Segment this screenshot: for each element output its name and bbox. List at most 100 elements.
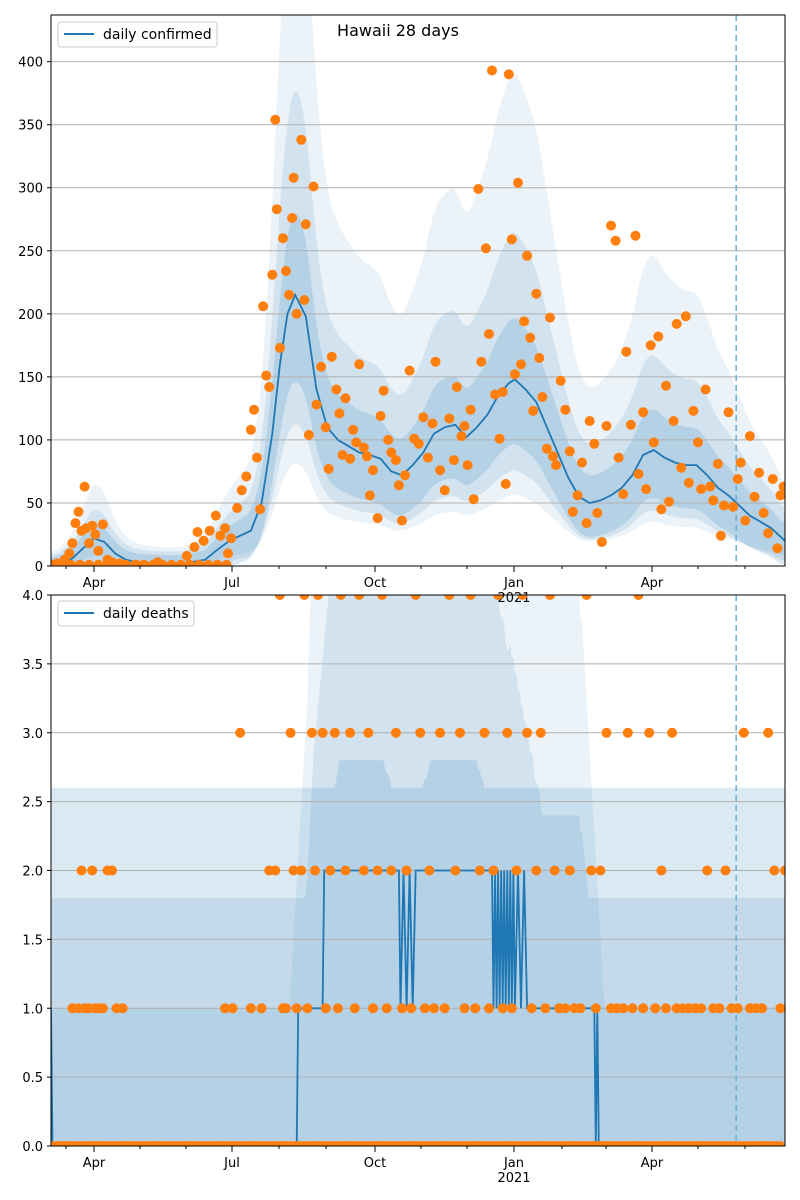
confirmed-observed-point xyxy=(719,500,729,511)
confirmed-observed-point xyxy=(236,485,247,496)
confirmed-observed-point xyxy=(393,480,404,491)
deaths-observed-point xyxy=(470,1003,481,1014)
deaths-observed-point xyxy=(661,1003,671,1014)
confirmed-observed-point xyxy=(148,559,159,566)
deaths-observed-point xyxy=(291,1003,302,1014)
confirmed-observed-point xyxy=(270,114,281,125)
confirmed-observed-point xyxy=(708,495,719,506)
deaths-observed-point xyxy=(549,865,560,876)
deaths-observed-point xyxy=(644,727,655,738)
deaths-observed-point xyxy=(522,727,533,738)
deaths-observed-point xyxy=(590,1003,601,1014)
deaths-observed-point xyxy=(299,595,310,600)
confirmed-observed-point xyxy=(772,543,783,554)
deaths-observed-point xyxy=(235,727,246,738)
confirmed-observed-point xyxy=(676,462,687,473)
deaths-observed-point xyxy=(317,727,328,738)
confirmed-observed-point xyxy=(139,559,150,566)
deaths-observed-point xyxy=(517,595,528,600)
confirmed-y-tick-label: 0 xyxy=(35,560,43,575)
deaths-observed-point xyxy=(270,865,281,876)
deaths-observed-point xyxy=(435,727,446,738)
deaths-x-tick-label: Oct xyxy=(364,1156,386,1171)
deaths-observed-point xyxy=(757,1003,768,1014)
confirmed-observed-point xyxy=(194,559,204,566)
confirmed-observed-point xyxy=(386,447,397,458)
confirmed-observed-point xyxy=(534,353,545,363)
confirmed-x-tick-label: Oct xyxy=(364,576,386,591)
confirmed-x-tick-label: Jul xyxy=(223,576,240,591)
confirmed-observed-point xyxy=(465,404,476,415)
confirmed-observed-point xyxy=(592,508,603,518)
deaths-observed-point xyxy=(732,1003,743,1014)
confirmed-observed-point xyxy=(723,407,734,418)
deaths-observed-point xyxy=(288,865,299,876)
confirmed-observed-point xyxy=(427,418,438,429)
confirmed-observed-point xyxy=(75,559,85,566)
deaths-observed-point xyxy=(87,865,98,876)
confirmed-observed-point xyxy=(284,289,295,300)
confirmed-observed-point xyxy=(84,538,95,549)
confirmed-observed-point xyxy=(509,369,520,380)
confirmed-observed-point xyxy=(255,504,266,515)
confirmed-observed-point xyxy=(274,342,285,353)
confirmed-observed-point xyxy=(221,559,232,566)
confirmed-observed-point xyxy=(354,359,365,370)
confirmed-observed-point xyxy=(560,404,571,415)
confirmed-observed-point xyxy=(577,457,587,468)
confirmed-observed-point xyxy=(435,465,446,476)
confirmed-observed-point xyxy=(513,177,523,188)
deaths-y-tick-label: 2.0 xyxy=(22,865,43,880)
confirmed-x-tick-label: Jan xyxy=(503,576,524,591)
confirmed-observed-point xyxy=(555,375,566,386)
deaths-observed-point xyxy=(595,865,606,876)
deaths-observed-point xyxy=(502,727,513,738)
deaths-observed-point xyxy=(368,1003,378,1014)
confirmed-observed-point xyxy=(311,399,322,410)
deaths-observed-point xyxy=(484,1003,494,1014)
confirmed-uncertainty-band xyxy=(51,15,785,566)
deaths-observed-point xyxy=(622,727,633,738)
confirmed-observed-point xyxy=(551,460,562,471)
deaths-observed-point xyxy=(381,1003,392,1014)
confirmed-observed-point xyxy=(671,318,682,329)
confirmed-observed-point xyxy=(351,437,362,448)
confirmed-observed-point xyxy=(422,452,433,463)
deaths-legend-label: daily deaths xyxy=(103,606,189,622)
confirmed-observed-point xyxy=(749,491,760,502)
confirmed-observed-point xyxy=(500,479,511,489)
confirmed-observed-point xyxy=(300,219,311,230)
confirmed-observed-point xyxy=(439,485,450,496)
deaths-x-tick-label: Apr xyxy=(641,1156,664,1171)
confirmed-x-tick-label: Apr xyxy=(641,576,664,591)
confirmed-observed-point xyxy=(638,407,649,418)
confirmed-observed-point xyxy=(480,243,491,254)
deaths-observed-point xyxy=(720,865,731,876)
deaths-uncertainty-band xyxy=(51,760,785,1146)
deaths-observed-point xyxy=(535,727,546,738)
confirmed-observed-point xyxy=(661,380,671,391)
confirmed-observed-point xyxy=(680,311,691,322)
deaths-observed-point xyxy=(320,1003,331,1014)
confirmed-observed-point xyxy=(364,490,375,501)
deaths-y-tick-label: 2.5 xyxy=(22,796,43,811)
deaths-observed-point xyxy=(285,727,296,738)
confirmed-observed-point xyxy=(334,408,345,419)
confirmed-observed-point xyxy=(606,220,616,231)
confirmed-y-tick-label: 300 xyxy=(18,182,43,197)
confirmed-y-tick-label: 50 xyxy=(26,497,43,512)
confirmed-observed-point xyxy=(754,467,765,478)
deaths-x-tick-label: Apr xyxy=(83,1156,106,1171)
confirmed-uncertainty-band xyxy=(51,91,785,566)
deaths-observed-point xyxy=(526,1003,537,1014)
deaths-observed-point xyxy=(775,1141,785,1146)
confirmed-observed-point xyxy=(204,525,215,536)
confirmed-observed-point xyxy=(525,332,536,343)
deaths-observed-point xyxy=(281,1003,291,1014)
deaths-observed-point xyxy=(627,1003,638,1014)
deaths-observed-point xyxy=(586,865,597,876)
deaths-observed-point xyxy=(372,865,383,876)
confirmed-observed-point xyxy=(490,389,501,400)
confirmed-observed-point xyxy=(487,65,497,76)
deaths-observed-point xyxy=(444,595,455,600)
